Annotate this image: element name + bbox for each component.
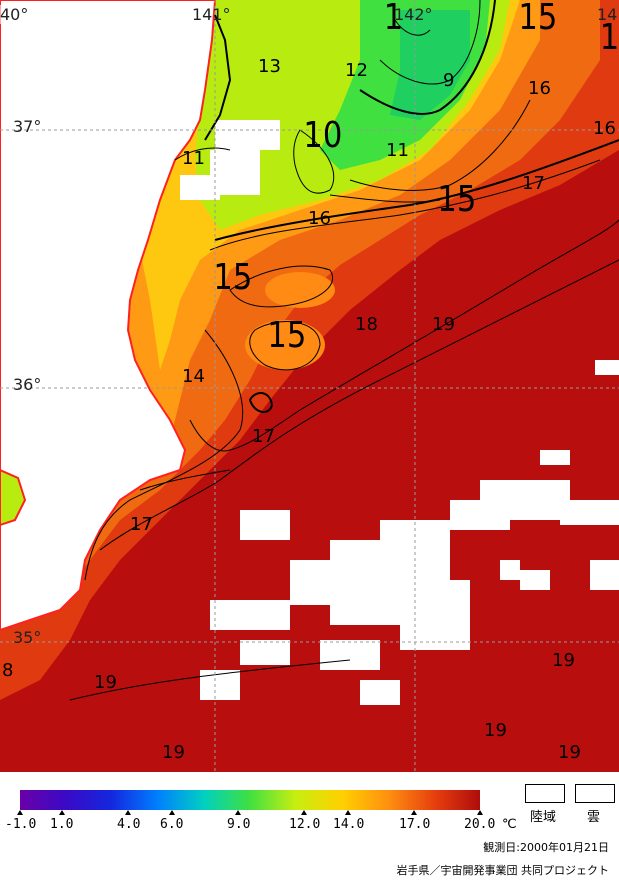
colorbar-svg [17,790,483,815]
tick-label: 4.0 [117,817,141,832]
contour-label: 19 [432,314,455,335]
land-swatch [525,784,565,803]
colorbar-ticks [17,810,483,815]
contour-label: 12 [345,60,368,81]
grid-label-lat-36: 36° [13,375,42,394]
contour-label: 11 [182,148,205,169]
contour-label: 19 [94,672,117,693]
contour-label: 15 [518,0,558,38]
warm-eddy [265,272,335,308]
contour-label: 19 [558,742,581,763]
contour-label: 16 [528,78,551,99]
tick-label: 12.0 [289,817,321,832]
graticule [0,0,619,772]
cold-core [390,10,470,120]
colorbar [20,790,480,810]
cloud-swatch [575,784,615,803]
sst-map: 40° 141° 142° 14 37° 36° 35° 13 12 9 16 16 16… [0,0,619,772]
contour-label: 1 [599,17,619,58]
contour-label: 11 [386,140,409,161]
unit-label: ℃ [502,817,517,832]
tick-label: 9.0 [227,817,251,832]
coastal-contour-bold [204,14,232,141]
tick-label: 1.0 [50,817,74,832]
tick-label: -1.0 [5,817,37,832]
contour-label: 8 [2,660,14,681]
contour-label: 19 [162,742,185,763]
sst-map-canvas [0,0,619,772]
contour-label: 19 [552,650,575,671]
contour-label: 17 [130,514,153,535]
tick-label: 17.0 [399,817,431,832]
warm-eddy-2 [245,320,325,370]
contour-label: 14 [182,366,205,387]
land-legend-label: 陸域 [530,810,557,825]
grid-label-lat-37: 37° [13,117,42,136]
isotherm-contours [69,0,619,701]
land-honshu [0,0,217,632]
contour-label: 15 [213,257,253,298]
contour-label: 13 [258,56,281,77]
tick-label: 20.0 [464,817,496,832]
cloud-legend-label: 雲 [587,810,601,825]
contour-label: 9 [443,70,455,91]
contour-label: 16 [593,118,616,139]
contour-label: 18 [355,314,378,335]
contour-label: 15 [267,315,307,356]
contour-label: 16 [308,208,331,229]
tick-label: 6.0 [160,817,184,832]
contour-label: 17 [252,426,275,447]
grid-label-lat-35: 35° [13,628,42,647]
credit-text: 岩手県／宇宙開発事業団 共同プロジェクト [396,864,610,877]
contour-label: 17 [522,173,545,194]
grid-label-lon-143: 14 [597,5,618,24]
legend: -1.0 1.0 4.0 6.0 9.0 12.0 14.0 17.0 20.0… [0,772,619,881]
contour-label: 19 [484,720,507,741]
grid-label-lon-142: 142° [394,5,433,24]
contour-label: 1 [383,0,404,38]
land-small-island [0,468,27,527]
grid-label-lon-141: 141° [192,5,231,24]
contour-label: 15 [437,179,477,220]
cloud-patches [180,120,619,705]
observation-date: 観測日:2000年01月21日 [483,841,609,854]
tick-label: 14.0 [333,817,365,832]
grid-label-lon-140: 40° [0,5,29,24]
contour-label: 10 [303,115,343,156]
